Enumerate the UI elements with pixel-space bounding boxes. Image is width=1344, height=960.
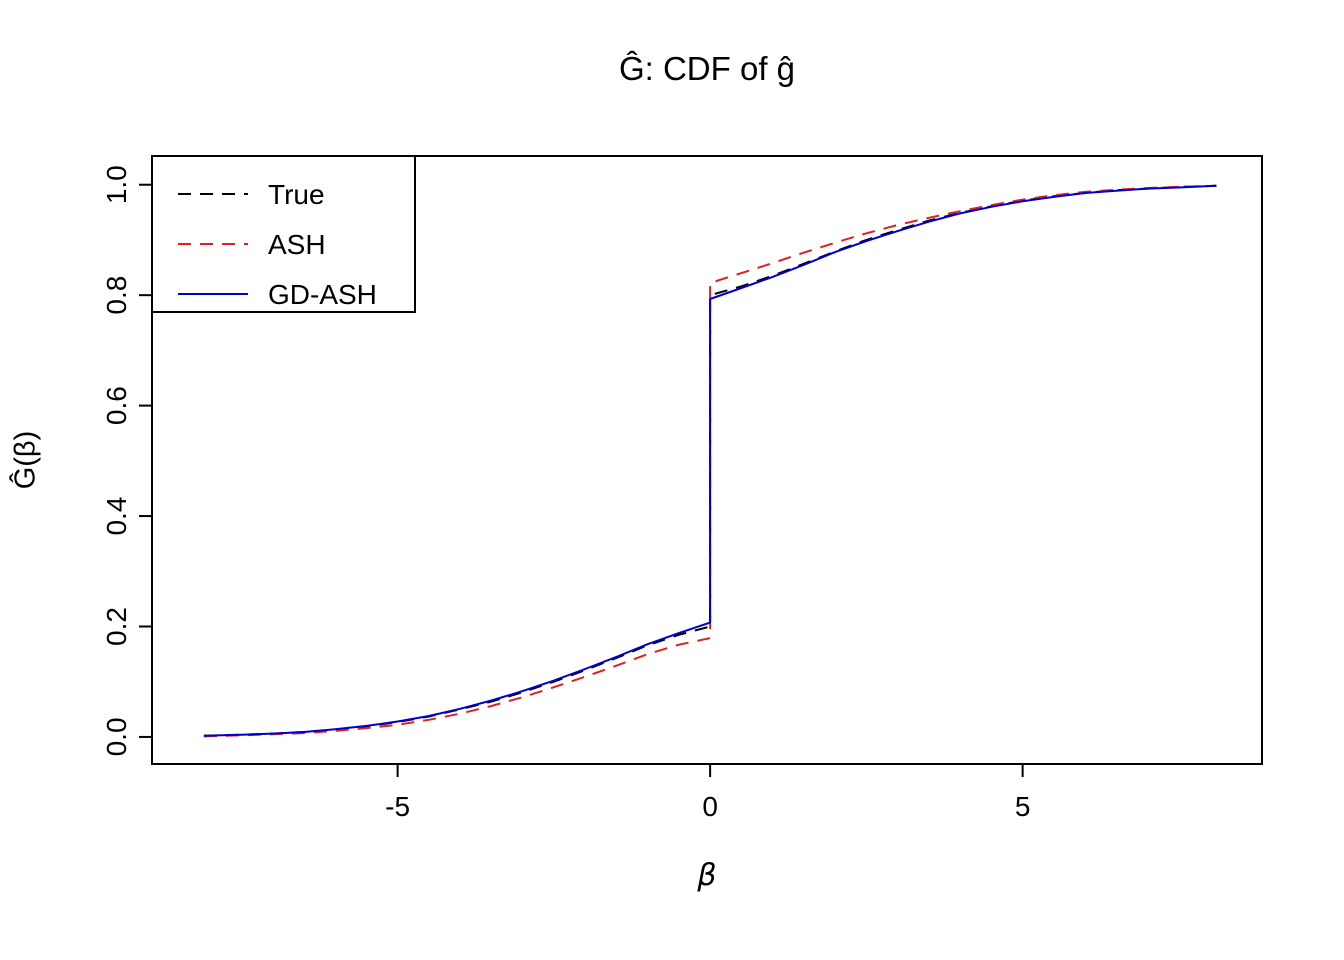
y-tick-label: 0.8 (101, 276, 132, 315)
y-tick-label: 0.4 (101, 497, 132, 536)
x-tick-label: 5 (1015, 791, 1031, 822)
y-tick-label: 0.0 (101, 717, 132, 756)
y-tick-label: 0.2 (101, 607, 132, 646)
y-tick-label: 1.0 (101, 165, 132, 204)
legend-item-label: True (268, 179, 325, 210)
y-tick-label: 0.6 (101, 386, 132, 425)
x-axis-label: β (697, 858, 717, 893)
legend-item-label: GD-ASH (268, 279, 377, 310)
x-tick-label: -5 (385, 791, 410, 822)
legend-item-label: ASH (268, 229, 326, 260)
legend-box (151, 155, 416, 313)
plot-border (151, 155, 1263, 765)
series-line-ash (203, 184, 1217, 738)
chart-title: Ĝ: CDF of ĝ (618, 50, 796, 87)
series-line-gd-ash (203, 184, 1217, 737)
x-tick-label: 0 (702, 791, 718, 822)
